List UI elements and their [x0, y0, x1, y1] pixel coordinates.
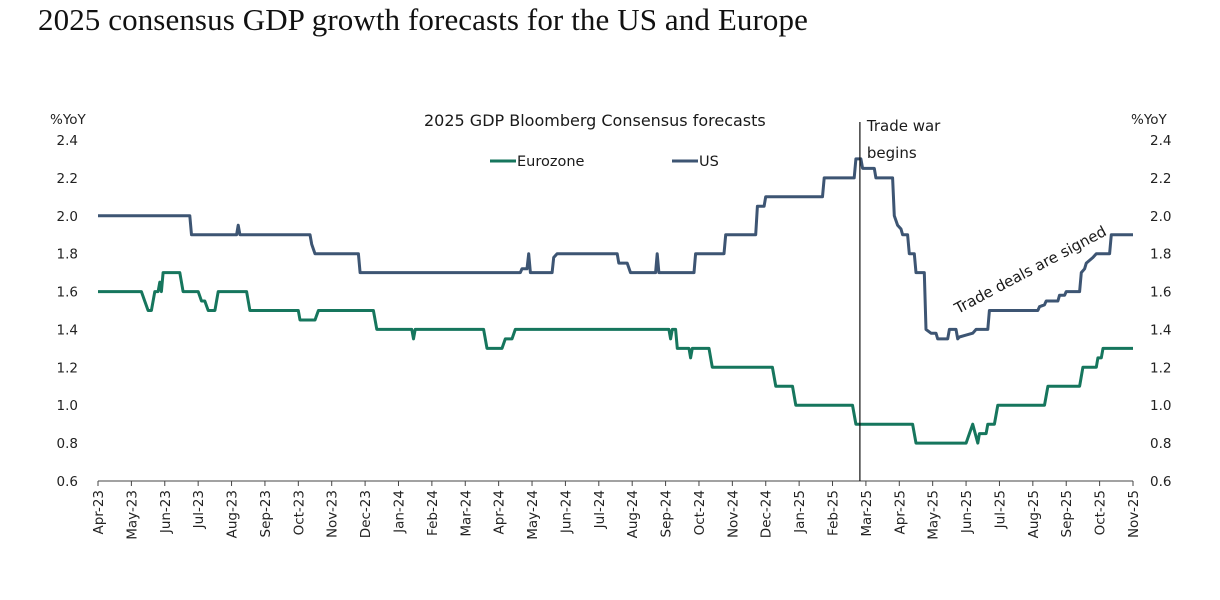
x-tick-label: Feb-24 — [425, 490, 441, 536]
y-tick-label-left: 1.6 — [57, 285, 78, 301]
x-tick-label: May-24 — [525, 490, 541, 540]
x-tick-label: Feb-25 — [826, 490, 842, 536]
y-tick-label-left: 2.2 — [57, 171, 78, 187]
series-group — [98, 157, 1133, 445]
x-tick-label: Oct-25 — [1093, 490, 1109, 535]
left-axis-unit: %YoY — [50, 112, 87, 128]
y-tick-label-left: 0.8 — [57, 436, 78, 452]
y-tick-label-left: 1.0 — [57, 398, 78, 414]
legend: Eurozone US — [490, 154, 719, 170]
x-tick-label: Nov-25 — [1126, 490, 1142, 538]
x-tick-label: Jul-23 — [191, 490, 207, 529]
x-axis: Apr-23 May-23 Jun-23 Jul-23 Aug-23 Sep-23 Oct-… — [91, 480, 1142, 540]
x-tick-label: Oct-23 — [291, 490, 307, 535]
x-tick-label: May-23 — [124, 490, 140, 540]
y-tick-label-right: 0.8 — [1150, 436, 1171, 452]
series-line-us — [98, 157, 1133, 341]
x-tick-label: Dec-24 — [759, 490, 775, 538]
right-axis-unit: %YoY — [1131, 112, 1168, 128]
trade-war-annotation: Trade war begins — [859, 117, 941, 481]
x-tick-label: Apr-24 — [492, 490, 508, 535]
x-tick-label: Nov-23 — [325, 490, 341, 538]
y-axis-left: 0.6 0.8 1.0 1.2 1.4 1.6 1.8 2.0 2.2 2.4 — [57, 133, 78, 490]
y-tick-label-right: 1.6 — [1150, 285, 1171, 301]
y-tick-label-left: 2.0 — [57, 209, 78, 225]
y-tick-label-right: 1.2 — [1150, 360, 1171, 376]
x-tick-label: Sep-23 — [258, 490, 274, 538]
y-tick-label-right: 2.2 — [1150, 171, 1171, 187]
y-tick-label-left: 0.6 — [57, 474, 78, 490]
x-tick-label: Aug-23 — [225, 490, 241, 538]
y-tick-label-left: 1.4 — [57, 322, 78, 338]
y-tick-label-right: 0.6 — [1150, 474, 1171, 490]
y-tick-label-right: 1.0 — [1150, 398, 1171, 414]
legend-label-us: US — [699, 154, 719, 170]
x-tick-label: Oct-24 — [692, 490, 708, 535]
x-tick-label: Dec-23 — [358, 490, 374, 538]
y-tick-label-right: 1.4 — [1150, 322, 1171, 338]
legend-label-eurozone: Eurozone — [517, 154, 585, 170]
x-tick-label: Jun-24 — [558, 490, 574, 534]
chart-title: 2025 GDP Bloomberg Consensus forecasts — [424, 111, 766, 130]
y-tick-label-left: 2.4 — [57, 133, 78, 149]
x-tick-label: Apr-25 — [892, 490, 908, 535]
x-tick-label: May-25 — [926, 490, 942, 540]
x-tick-label: Aug-25 — [1026, 490, 1042, 538]
x-tick-label: Jun-25 — [959, 490, 975, 534]
x-tick-label: Nov-24 — [725, 490, 741, 538]
trade-deals-label: Trade deals are signed — [951, 222, 1110, 318]
y-tick-label-left: 1.2 — [57, 360, 78, 376]
y-tick-label-right: 1.8 — [1150, 247, 1171, 263]
x-tick-label: Sep-24 — [659, 490, 675, 538]
y-axis-right: 0.6 0.8 1.0 1.2 1.4 1.6 1.8 2.0 2.2 2.4 — [1150, 133, 1171, 490]
x-tick-label: Jan-25 — [792, 490, 808, 534]
trade-war-label-line1: Trade war — [866, 117, 941, 135]
y-tick-label-left: 1.8 — [57, 247, 78, 263]
page-title: 2025 consensus GDP growth forecasts for … — [38, 2, 808, 37]
x-tick-label: Jan-24 — [391, 490, 407, 534]
x-tick-label: Aug-24 — [625, 490, 641, 538]
x-tick-label: Mar-25 — [859, 490, 875, 537]
x-tick-label: Jul-24 — [592, 490, 608, 529]
y-tick-label-right: 2.0 — [1150, 209, 1171, 225]
x-tick-label: Jul-25 — [992, 490, 1008, 529]
x-tick-label: Mar-24 — [458, 490, 474, 537]
x-tick-label: Jun-23 — [158, 490, 174, 534]
trade-war-label-line2: begins — [867, 144, 917, 162]
y-tick-label-right: 2.4 — [1150, 133, 1171, 149]
series-line-eurozone — [98, 271, 1133, 445]
x-tick-label: Apr-23 — [91, 490, 107, 535]
x-tick-label: Sep-25 — [1059, 490, 1075, 538]
